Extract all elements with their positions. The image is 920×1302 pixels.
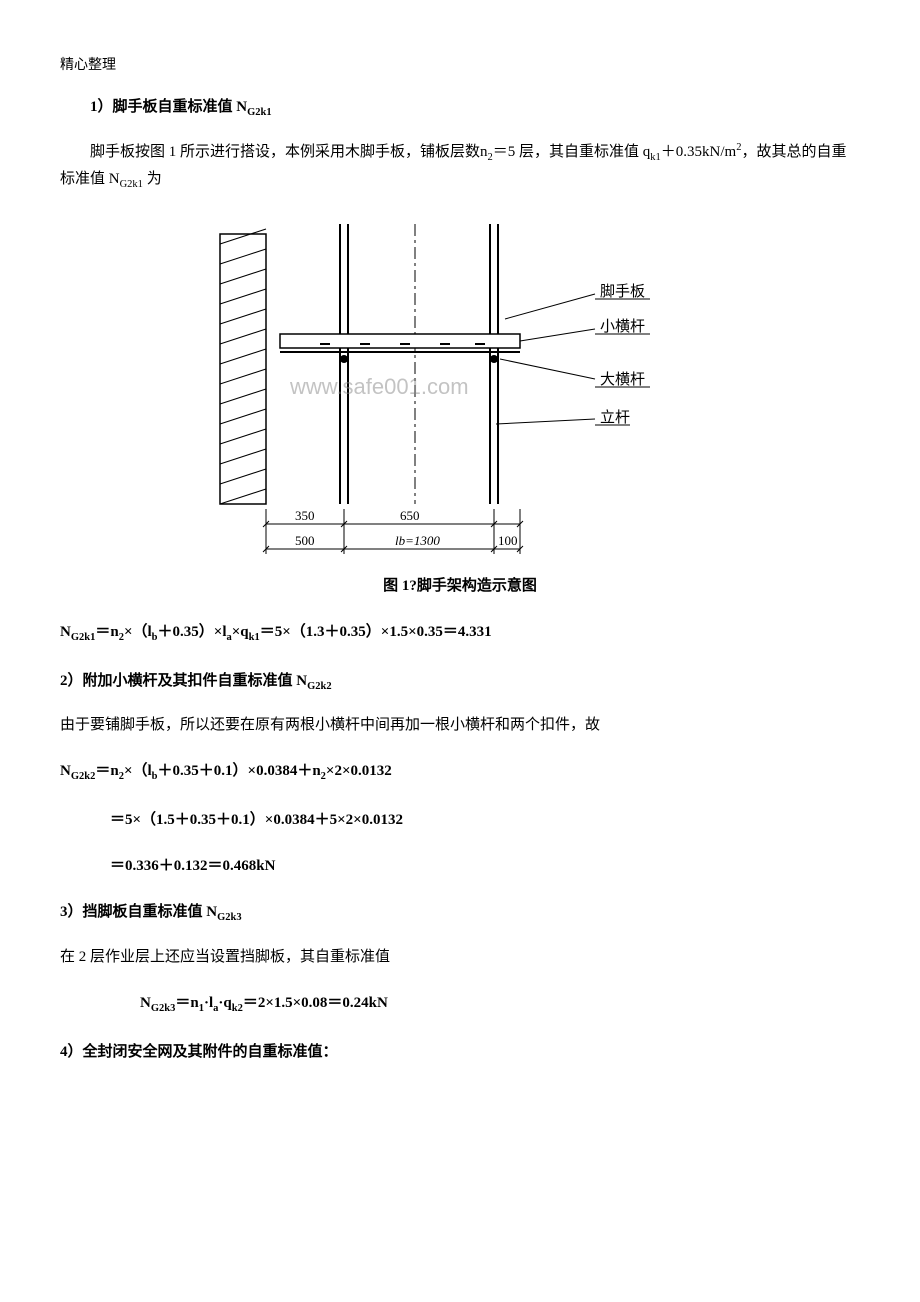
f3-1: N (140, 995, 151, 1011)
dim-350: 350 (295, 508, 315, 523)
f3-4: ·q (218, 995, 231, 1011)
page-header: 精心整理 (60, 55, 860, 77)
s1-p1: 脚手板按图 1 所示进行搭设，本例采用木脚手板，铺板层数n (90, 144, 488, 160)
f2a-1s: G2k2 (71, 771, 96, 782)
label-dahenggan: 大横杆 (600, 371, 645, 388)
s2-prefix: 2）附加小横杆及其扣件自重标准值 N (60, 673, 307, 689)
s2-sub: G2k2 (307, 681, 332, 692)
s1-p4sub: G2k1 (120, 179, 143, 190)
f1-asub: G2k1 (71, 632, 96, 643)
f1-d: ＋0.35）×l (158, 624, 227, 640)
f2a-3: ×（l (124, 763, 152, 779)
f3-4s: k2 (232, 1003, 243, 1014)
dim-500: 500 (295, 533, 315, 548)
formula2-line1: NG2k2＝n2×（lb＋0.35＋0.1）×0.0384＋n2×2×0.013… (60, 759, 860, 786)
f3-5: ＝2×1.5×0.08＝0.24kN (243, 995, 388, 1011)
s3-prefix: 3）挡脚板自重标准值 N (60, 904, 217, 920)
f2a-5: ×2×0.0132 (326, 763, 392, 779)
f1-a: N (60, 624, 71, 640)
s1-p2: ＝5 层，其自重标准值 q (493, 144, 651, 160)
diagram-caption: 图 1?脚手架构造示意图 (60, 574, 860, 598)
f1-b: ＝n (95, 624, 118, 640)
f2a-4: ＋0.35＋0.1）×0.0384＋n (158, 763, 321, 779)
diagram-container: 脚手板 小横杆 大横杆 立杆 www.safe001.com (60, 224, 860, 564)
f3-2: ＝n (175, 995, 198, 1011)
label-ligan: 立杆 (600, 409, 630, 426)
f1-c: ×（l (124, 624, 152, 640)
section4-title: 4）全封闭安全网及其附件的自重标准值： (60, 1040, 860, 1064)
formula2-line3: ＝0.336＋0.132＝0.468kN (110, 854, 860, 878)
dim-650: 650 (400, 508, 420, 523)
section2-para: 由于要铺脚手板，所以还要在原有两根小横杆中间再加一根小横杆和两个扣件，故 (60, 713, 860, 737)
f2a-1: N (60, 763, 71, 779)
label-xiaohenggan: 小横杆 (600, 318, 645, 335)
section1-title: 1）脚手板自重标准值 NG2k1 (60, 95, 860, 122)
f2a-2: ＝n (95, 763, 118, 779)
formula1: NG2k1＝n2×（lb＋0.35）×la×qk1＝5×（1.3＋0.35）×1… (60, 620, 860, 647)
dim-lb: lb=1300 (395, 533, 440, 548)
dim-100: 100 (498, 533, 518, 548)
s1-p5: 为 (143, 171, 162, 187)
f1-e: ×q (232, 624, 249, 640)
s1-p3: ＋0.35kN/m (661, 144, 736, 160)
f3-3: ·l (204, 995, 213, 1011)
label-jiaoshouban: 脚手板 (600, 282, 645, 300)
f1-f: ＝5×（1.3＋0.35）×1.5×0.35＝4.331 (260, 624, 492, 640)
s1-prefix: 1）脚手板自重标准值 N (90, 99, 247, 115)
f3-1s: G2k3 (151, 1003, 176, 1014)
formula2-line2: ＝5×（1.5＋0.35＋0.1）×0.0384＋5×2×0.0132 (110, 808, 860, 832)
f1-esub: k1 (249, 632, 260, 643)
s1-p2sub: k1 (650, 152, 661, 163)
scaffold-diagram: 脚手板 小横杆 大横杆 立杆 www.safe001.com (200, 224, 720, 564)
s1-sub: G2k1 (247, 107, 272, 118)
formula3: NG2k3＝n1·la·qk2＝2×1.5×0.08＝0.24kN (140, 991, 860, 1018)
section3-para: 在 2 层作业层上还应当设置挡脚板，其自重标准值 (60, 945, 860, 969)
section1-para: 脚手板按图 1 所示进行搭设，本例采用木脚手板，铺板层数n2＝5 层，其自重标准… (60, 140, 860, 194)
s3-sub: G2k3 (217, 912, 242, 923)
watermark-text: www.safe001.com (289, 374, 469, 399)
section3-title: 3）挡脚板自重标准值 NG2k3 (60, 900, 860, 927)
section2-title: 2）附加小横杆及其扣件自重标准值 NG2k2 (60, 669, 860, 696)
